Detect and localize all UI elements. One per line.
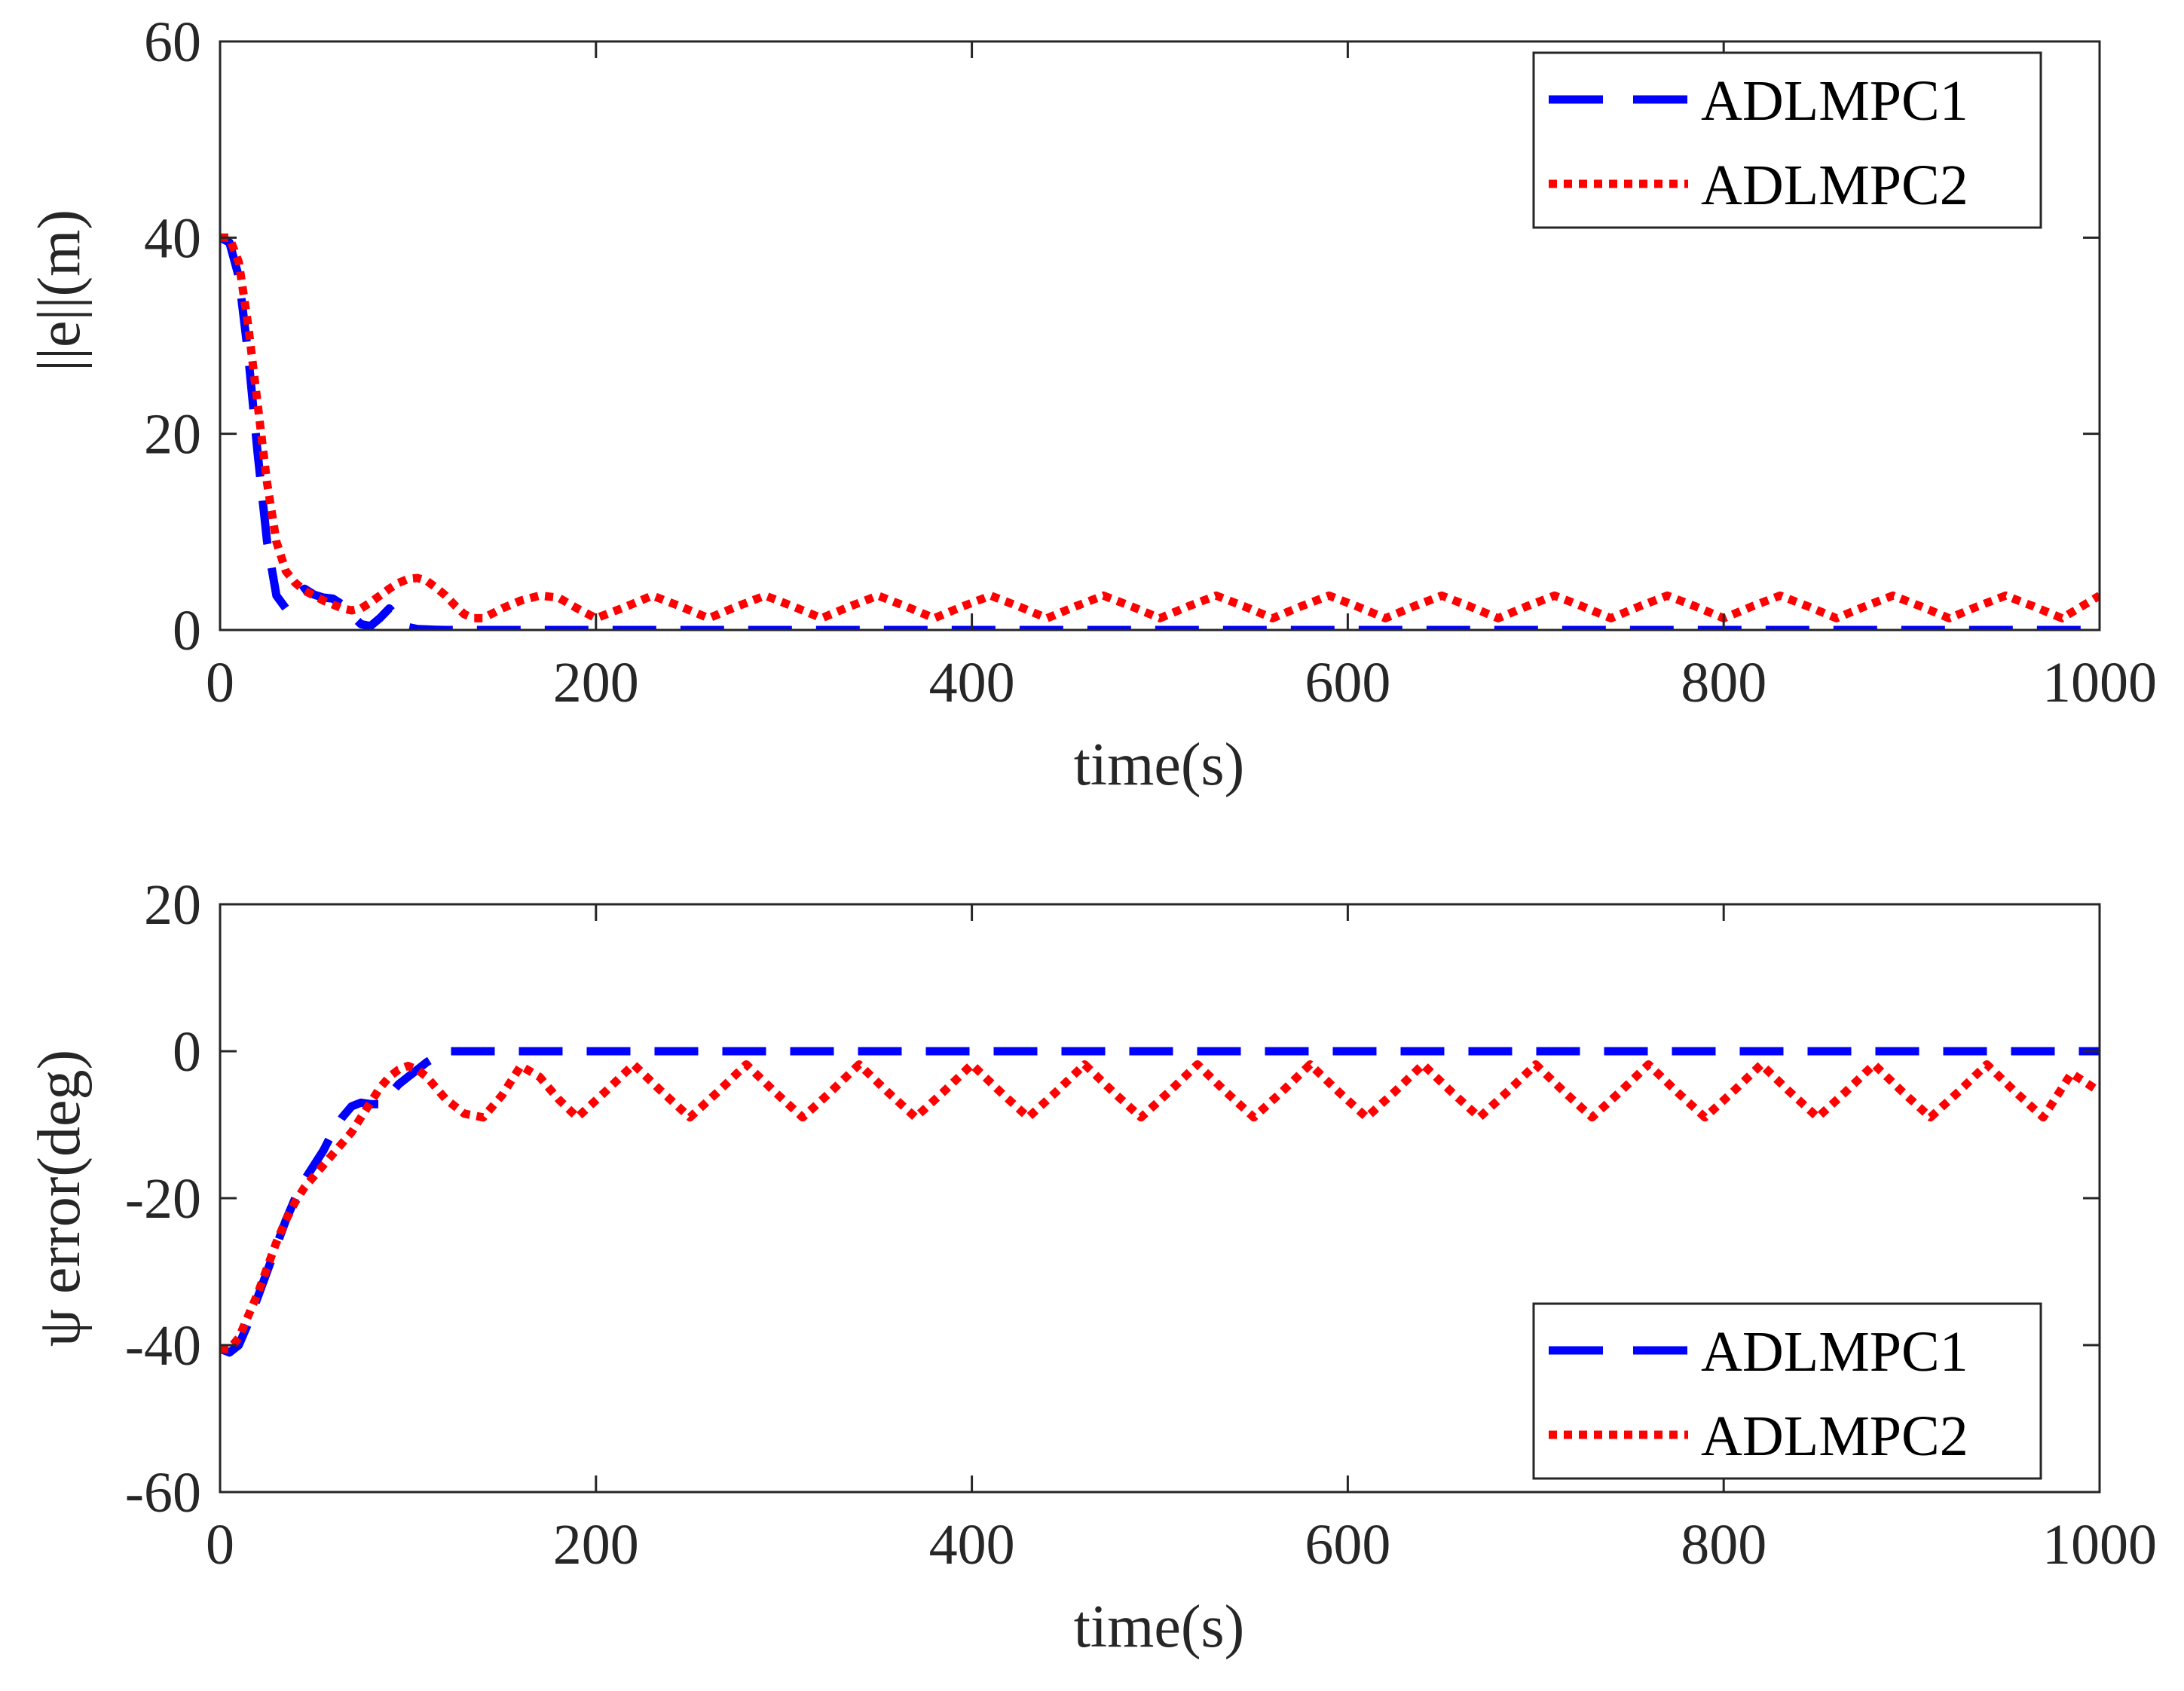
- y-tick-label: -60: [125, 1461, 201, 1524]
- series-line-adlmpc1: [220, 1047, 2100, 1357]
- y-tick-label: 20: [144, 403, 201, 466]
- y-axis-label: ||e||(m): [26, 209, 93, 372]
- series-line-adlmpc1: [220, 234, 2100, 630]
- y-tick-label: 40: [144, 206, 201, 270]
- legend-box: [1532, 51, 2042, 229]
- series-line-adlmpc2: [220, 233, 2100, 622]
- legend: ADLMPC1 ADLMPC2: [1532, 51, 2042, 229]
- chart-panel-1: 0 200 400 600 800 1000 0 20 40 60 time(s) ||e||(m) A…: [26, 11, 2157, 798]
- legend-box: [1532, 1302, 2042, 1480]
- y-tick-label: -40: [125, 1314, 201, 1378]
- x-tick-label: 0: [206, 1513, 234, 1576]
- y-tick-label: 0: [173, 1020, 201, 1084]
- x-tick-label: 200: [553, 1513, 639, 1576]
- y-tick-label: 0: [173, 599, 201, 662]
- x-axis-label: time(s): [1074, 1594, 1245, 1660]
- axes-frame: [219, 40, 2101, 631]
- x-tick-label: 800: [1681, 651, 1766, 714]
- legend-label: ADLMPC1: [1701, 1320, 1968, 1384]
- legend-label: ADLMPC2: [1701, 1405, 1968, 1468]
- x-tick-label: 200: [553, 651, 639, 714]
- x-tick-label: 600: [1305, 1513, 1390, 1576]
- x-axis-label: time(s): [1074, 732, 1245, 798]
- x-tick-label: 800: [1681, 1513, 1766, 1576]
- legend-label: ADLMPC2: [1701, 154, 1968, 217]
- x-tick-label: 600: [1305, 651, 1390, 714]
- x-tick-label: 1000: [2042, 1513, 2157, 1576]
- y-tick-label: 20: [144, 873, 201, 937]
- y-tick-label: -20: [125, 1167, 201, 1231]
- legend: ADLMPC1 ADLMPC2: [1532, 1302, 2042, 1480]
- legend-label: ADLMPC1: [1701, 69, 1968, 133]
- x-tick-label: 1000: [2042, 651, 2157, 714]
- chart-panel-2: 0 200 400 600 800 1000 -60 -40 -20 0 20 time(s) ψ er…: [26, 873, 2157, 1660]
- y-tick-label: 60: [144, 11, 201, 74]
- x-tick-label: 0: [206, 651, 234, 714]
- x-tick-label: 400: [929, 1513, 1015, 1576]
- x-tick-label: 400: [929, 651, 1015, 714]
- series-line-adlmpc2: [220, 1060, 2100, 1353]
- y-axis-label: ψ error(deg): [26, 1050, 93, 1347]
